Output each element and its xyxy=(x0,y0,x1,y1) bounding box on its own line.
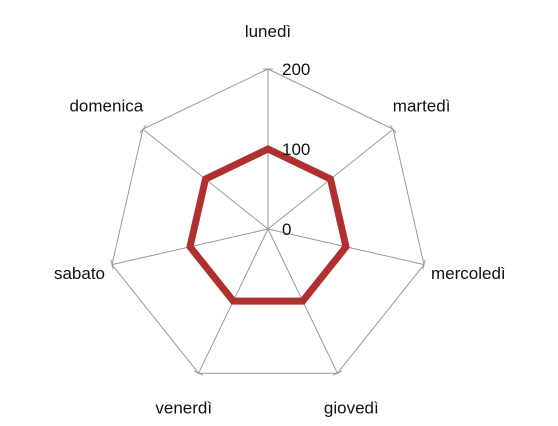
spoke-tick-6-200 xyxy=(139,124,147,134)
data-point-0-2 xyxy=(344,244,348,249)
radar-tick-labels: 0 100 200 xyxy=(282,60,310,239)
spoke-tick-5-200 xyxy=(110,259,114,270)
category-label-3: giovedì xyxy=(324,398,379,417)
radar-series-layer xyxy=(186,145,350,305)
data-point-0-6 xyxy=(203,177,208,182)
category-label-0: lunedì xyxy=(245,22,291,41)
category-label-5: sabato xyxy=(54,264,105,283)
tick-label-100: 100 xyxy=(282,140,310,159)
category-label-4: venerdì xyxy=(155,398,212,417)
radar-category-labels: lunedì martedì mercoledì giovedì venerdì saba… xyxy=(54,22,506,417)
data-point-0-4 xyxy=(231,299,236,304)
tick-label-200: 200 xyxy=(282,60,310,79)
tick-label-0: 0 xyxy=(282,220,291,239)
data-point-0-1 xyxy=(328,177,333,182)
spoke-tick-1-200 xyxy=(389,124,397,134)
radar-grid xyxy=(110,68,426,376)
spoke-tick-2-200 xyxy=(422,259,426,270)
spoke-tick-3-200 xyxy=(332,370,343,376)
category-label-6: domenica xyxy=(69,97,143,116)
grid-ring-200 xyxy=(111,68,425,374)
data-point-0-0 xyxy=(266,147,270,151)
category-label-2: mercoledì xyxy=(431,264,506,283)
category-label-1: martedì xyxy=(393,97,451,116)
data-point-0-5 xyxy=(188,244,192,249)
spoke-tick-4-200 xyxy=(193,370,204,376)
data-point-0-3 xyxy=(300,299,305,304)
series-line-0 xyxy=(186,145,350,305)
